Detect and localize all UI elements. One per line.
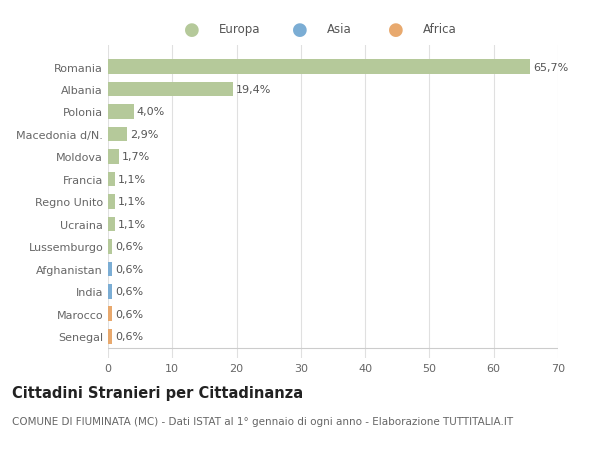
Bar: [108, 195, 115, 209]
Bar: [108, 217, 115, 232]
Bar: [108, 83, 233, 97]
Text: ●: ●: [184, 21, 200, 39]
Text: 0,6%: 0,6%: [115, 309, 143, 319]
Text: Europa: Europa: [219, 23, 260, 36]
Text: ●: ●: [388, 21, 404, 39]
Text: 0,6%: 0,6%: [115, 331, 143, 341]
Text: 4,0%: 4,0%: [137, 107, 165, 117]
Bar: [108, 105, 134, 119]
Text: 0,6%: 0,6%: [115, 242, 143, 252]
Bar: [108, 60, 530, 75]
Text: 1,1%: 1,1%: [118, 174, 146, 185]
Bar: [108, 150, 119, 164]
Bar: [108, 128, 127, 142]
Bar: [108, 240, 112, 254]
Text: 19,4%: 19,4%: [236, 85, 271, 95]
Text: 1,7%: 1,7%: [122, 152, 151, 162]
Text: Africa: Africa: [423, 23, 457, 36]
Text: COMUNE DI FIUMINATA (MC) - Dati ISTAT al 1° gennaio di ogni anno - Elaborazione : COMUNE DI FIUMINATA (MC) - Dati ISTAT al…: [12, 417, 513, 426]
Bar: [108, 262, 112, 276]
Text: 0,6%: 0,6%: [115, 264, 143, 274]
Text: 1,1%: 1,1%: [118, 197, 146, 207]
Text: Asia: Asia: [327, 23, 352, 36]
Bar: [108, 329, 112, 344]
Text: ●: ●: [292, 21, 308, 39]
Bar: [108, 307, 112, 321]
Text: Cittadini Stranieri per Cittadinanza: Cittadini Stranieri per Cittadinanza: [12, 385, 303, 400]
Text: 2,9%: 2,9%: [130, 130, 158, 140]
Bar: [108, 172, 115, 187]
Bar: [108, 285, 112, 299]
Text: 1,1%: 1,1%: [118, 219, 146, 230]
Text: 0,6%: 0,6%: [115, 287, 143, 297]
Text: 65,7%: 65,7%: [533, 62, 569, 73]
